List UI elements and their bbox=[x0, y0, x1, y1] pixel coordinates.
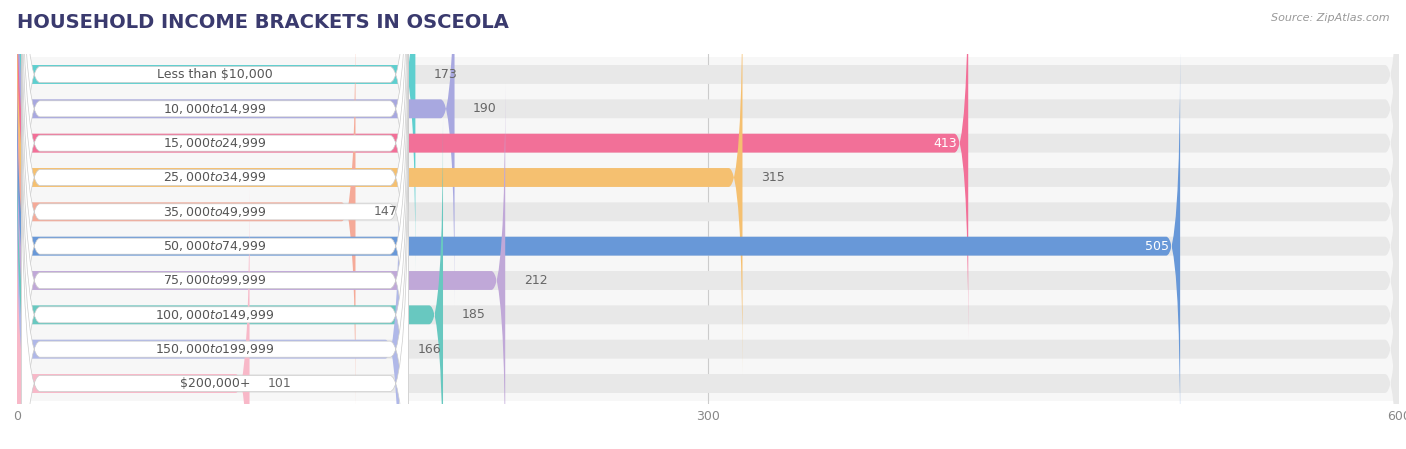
FancyBboxPatch shape bbox=[17, 195, 1399, 229]
FancyBboxPatch shape bbox=[21, 0, 409, 341]
FancyBboxPatch shape bbox=[17, 160, 1399, 195]
Text: 413: 413 bbox=[934, 136, 956, 150]
FancyBboxPatch shape bbox=[17, 0, 1399, 374]
FancyBboxPatch shape bbox=[17, 0, 1399, 271]
FancyBboxPatch shape bbox=[17, 0, 1399, 340]
FancyBboxPatch shape bbox=[17, 57, 1399, 92]
Text: $10,000 to $14,999: $10,000 to $14,999 bbox=[163, 102, 267, 116]
FancyBboxPatch shape bbox=[21, 0, 409, 410]
Text: $75,000 to $99,999: $75,000 to $99,999 bbox=[163, 273, 267, 287]
FancyBboxPatch shape bbox=[17, 263, 1399, 298]
FancyBboxPatch shape bbox=[17, 49, 1399, 443]
FancyBboxPatch shape bbox=[21, 0, 409, 444]
FancyBboxPatch shape bbox=[17, 15, 356, 409]
FancyBboxPatch shape bbox=[17, 126, 1399, 160]
FancyBboxPatch shape bbox=[17, 298, 1399, 332]
Text: 315: 315 bbox=[761, 171, 785, 184]
FancyBboxPatch shape bbox=[17, 153, 1399, 449]
FancyBboxPatch shape bbox=[17, 0, 969, 340]
FancyBboxPatch shape bbox=[17, 92, 1399, 126]
Text: $100,000 to $149,999: $100,000 to $149,999 bbox=[155, 308, 274, 322]
Text: 185: 185 bbox=[461, 308, 485, 321]
Text: 173: 173 bbox=[434, 68, 457, 81]
Text: $50,000 to $74,999: $50,000 to $74,999 bbox=[163, 239, 267, 253]
Text: 505: 505 bbox=[1144, 240, 1168, 253]
FancyBboxPatch shape bbox=[17, 0, 1399, 305]
Text: $15,000 to $24,999: $15,000 to $24,999 bbox=[163, 136, 267, 150]
FancyBboxPatch shape bbox=[21, 117, 409, 449]
FancyBboxPatch shape bbox=[17, 49, 1180, 443]
Text: $25,000 to $34,999: $25,000 to $34,999 bbox=[163, 171, 267, 185]
FancyBboxPatch shape bbox=[17, 0, 415, 271]
Text: HOUSEHOLD INCOME BRACKETS IN OSCEOLA: HOUSEHOLD INCOME BRACKETS IN OSCEOLA bbox=[17, 13, 509, 32]
FancyBboxPatch shape bbox=[17, 118, 443, 449]
FancyBboxPatch shape bbox=[21, 0, 409, 375]
FancyBboxPatch shape bbox=[17, 153, 399, 449]
FancyBboxPatch shape bbox=[21, 14, 409, 449]
FancyBboxPatch shape bbox=[17, 366, 1399, 401]
Text: 101: 101 bbox=[269, 377, 291, 390]
Text: 190: 190 bbox=[472, 102, 496, 115]
FancyBboxPatch shape bbox=[17, 84, 1399, 449]
FancyBboxPatch shape bbox=[17, 187, 249, 449]
Text: $200,000+: $200,000+ bbox=[180, 377, 250, 390]
FancyBboxPatch shape bbox=[17, 332, 1399, 366]
FancyBboxPatch shape bbox=[17, 187, 1399, 449]
FancyBboxPatch shape bbox=[17, 15, 1399, 409]
FancyBboxPatch shape bbox=[21, 83, 409, 449]
Text: $150,000 to $199,999: $150,000 to $199,999 bbox=[155, 342, 274, 356]
Text: 147: 147 bbox=[374, 205, 398, 218]
FancyBboxPatch shape bbox=[17, 118, 1399, 449]
Text: Source: ZipAtlas.com: Source: ZipAtlas.com bbox=[1271, 13, 1389, 23]
FancyBboxPatch shape bbox=[17, 0, 742, 374]
FancyBboxPatch shape bbox=[21, 0, 409, 449]
Text: 166: 166 bbox=[418, 343, 441, 356]
FancyBboxPatch shape bbox=[21, 48, 409, 449]
Text: 212: 212 bbox=[523, 274, 547, 287]
FancyBboxPatch shape bbox=[17, 229, 1399, 263]
FancyBboxPatch shape bbox=[17, 84, 505, 449]
FancyBboxPatch shape bbox=[21, 0, 409, 449]
Text: Less than $10,000: Less than $10,000 bbox=[157, 68, 273, 81]
FancyBboxPatch shape bbox=[17, 0, 454, 305]
Text: $35,000 to $49,999: $35,000 to $49,999 bbox=[163, 205, 267, 219]
